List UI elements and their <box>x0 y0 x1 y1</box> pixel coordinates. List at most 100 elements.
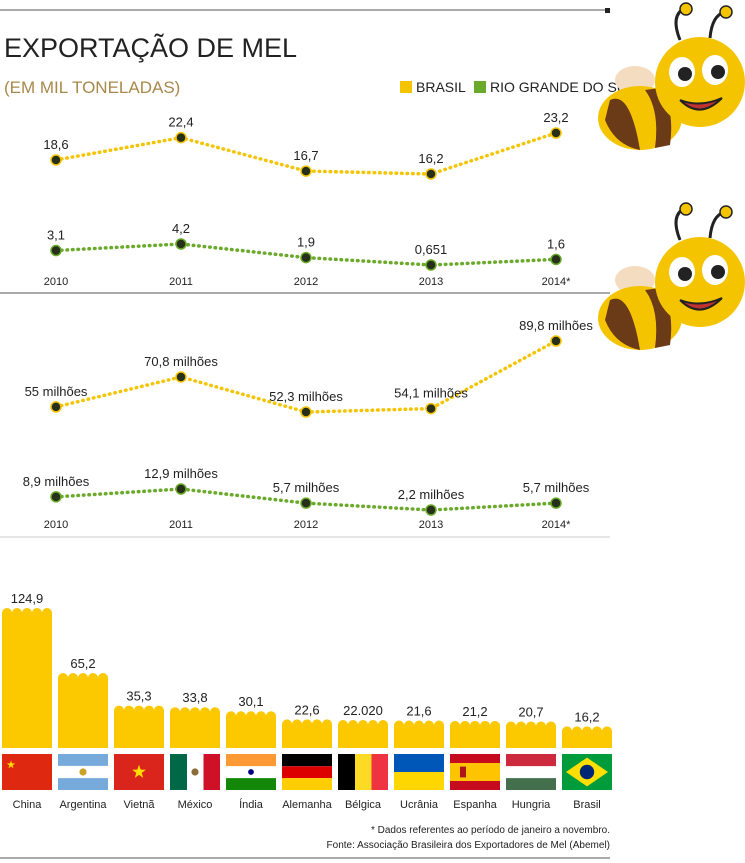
data-point <box>425 168 437 180</box>
data-label: 21,6 <box>406 703 431 718</box>
bar <box>2 612 52 748</box>
series-line <box>54 131 558 176</box>
footnote: * Dados referentes ao período de janeiro… <box>371 825 610 836</box>
x-tick-label: Índia <box>239 798 264 811</box>
flag <box>562 754 612 790</box>
bar-cap <box>572 726 582 737</box>
flag-part <box>79 768 87 776</box>
bar-cap <box>42 608 52 618</box>
bar-cap <box>516 721 526 732</box>
bee-illustration <box>598 2 745 150</box>
bar-cap <box>114 705 124 716</box>
legend-swatch <box>400 81 412 93</box>
bar-cap <box>536 721 546 732</box>
flag-part <box>191 768 199 776</box>
data-label: 4,2 <box>172 221 190 236</box>
data-label: 18,6 <box>43 137 68 152</box>
data-label: 70,8 milhões <box>144 354 218 369</box>
bar-cap <box>98 673 108 684</box>
data-label: 22,6 <box>294 702 319 717</box>
bar-cap <box>424 720 434 731</box>
flag-part <box>282 754 332 767</box>
bar-cap <box>490 720 500 731</box>
bar-cap <box>394 720 404 731</box>
bar <box>114 709 164 748</box>
x-tick-label: Hungria <box>512 799 551 811</box>
data-point <box>50 491 62 503</box>
x-tick-label: Espanha <box>453 799 497 811</box>
bar-cap <box>2 608 12 618</box>
bar-cap <box>190 707 200 718</box>
bar-cap <box>404 720 414 731</box>
bar-cap <box>358 720 368 731</box>
bar-cap <box>414 720 424 731</box>
x-tick-label: 2013 <box>419 519 443 531</box>
bar-cap <box>470 720 480 731</box>
bar-cap <box>434 720 444 731</box>
bar-cap <box>322 719 332 730</box>
flag <box>506 754 556 790</box>
x-tick-label: Argentina <box>59 799 107 811</box>
x-tick-label: 2011 <box>169 276 193 288</box>
legend-swatch <box>474 81 486 93</box>
x-tick-label: Alemanha <box>282 799 332 811</box>
data-label: 1,6 <box>547 236 565 251</box>
bar-cap <box>134 705 144 716</box>
data-point <box>175 238 187 250</box>
flag-part <box>506 754 556 767</box>
data-label: 12,9 milhões <box>144 466 218 481</box>
flag-part <box>506 778 556 790</box>
x-tick-label: 2012 <box>294 276 318 288</box>
data-point <box>50 401 62 413</box>
bar <box>170 711 220 748</box>
flag-part <box>248 769 254 775</box>
bar-cap <box>292 719 302 730</box>
bar-cap <box>302 719 312 730</box>
x-tick-label: Vietnã <box>124 799 156 811</box>
flag-part <box>226 778 276 790</box>
bar-cap <box>546 721 556 732</box>
data-label: 20,7 <box>518 704 543 719</box>
x-tick-label: 2010 <box>44 276 68 288</box>
bar-cap <box>526 721 536 732</box>
data-label: 52,3 milhões <box>269 389 343 404</box>
flag <box>394 754 444 790</box>
flag-part <box>394 754 444 772</box>
flag-part <box>460 766 466 778</box>
chart-subtitle: (EM MIL TONELADAS) <box>4 78 180 97</box>
data-point <box>425 402 437 415</box>
data-label: 8,9 milhões <box>23 474 90 489</box>
x-tick-label: Ucrânia <box>400 799 439 811</box>
data-point <box>550 497 562 509</box>
flag <box>2 754 52 790</box>
data-label: 33,8 <box>182 690 207 705</box>
bar <box>394 724 444 748</box>
flag <box>58 754 108 790</box>
data-label: 16,2 <box>574 709 599 724</box>
data-label: 54,1 milhões <box>394 386 468 401</box>
flag-part <box>2 754 52 790</box>
data-label: 35,3 <box>126 689 151 704</box>
data-label: 124,9 <box>11 591 44 606</box>
flag-part <box>226 754 276 767</box>
bar-cap <box>480 720 490 731</box>
x-tick-label: Bélgica <box>345 799 382 811</box>
flag-part <box>394 772 444 790</box>
bar <box>506 725 556 748</box>
data-label: 2,2 milhões <box>398 487 465 502</box>
rule-end <box>605 8 610 13</box>
bar-cap <box>282 719 292 730</box>
bar-cap <box>68 673 78 684</box>
flag <box>282 754 332 790</box>
bar-cap <box>506 721 516 732</box>
flag-part <box>282 766 332 779</box>
data-label: 23,2 <box>543 110 568 125</box>
bar-cap <box>22 608 32 618</box>
bar-cap <box>562 726 572 737</box>
bar-cap <box>256 711 266 722</box>
series-line <box>54 242 558 267</box>
flag <box>226 754 276 790</box>
data-label: 55 milhões <box>25 384 88 399</box>
data-point <box>425 504 437 516</box>
bar-cap <box>78 673 88 684</box>
